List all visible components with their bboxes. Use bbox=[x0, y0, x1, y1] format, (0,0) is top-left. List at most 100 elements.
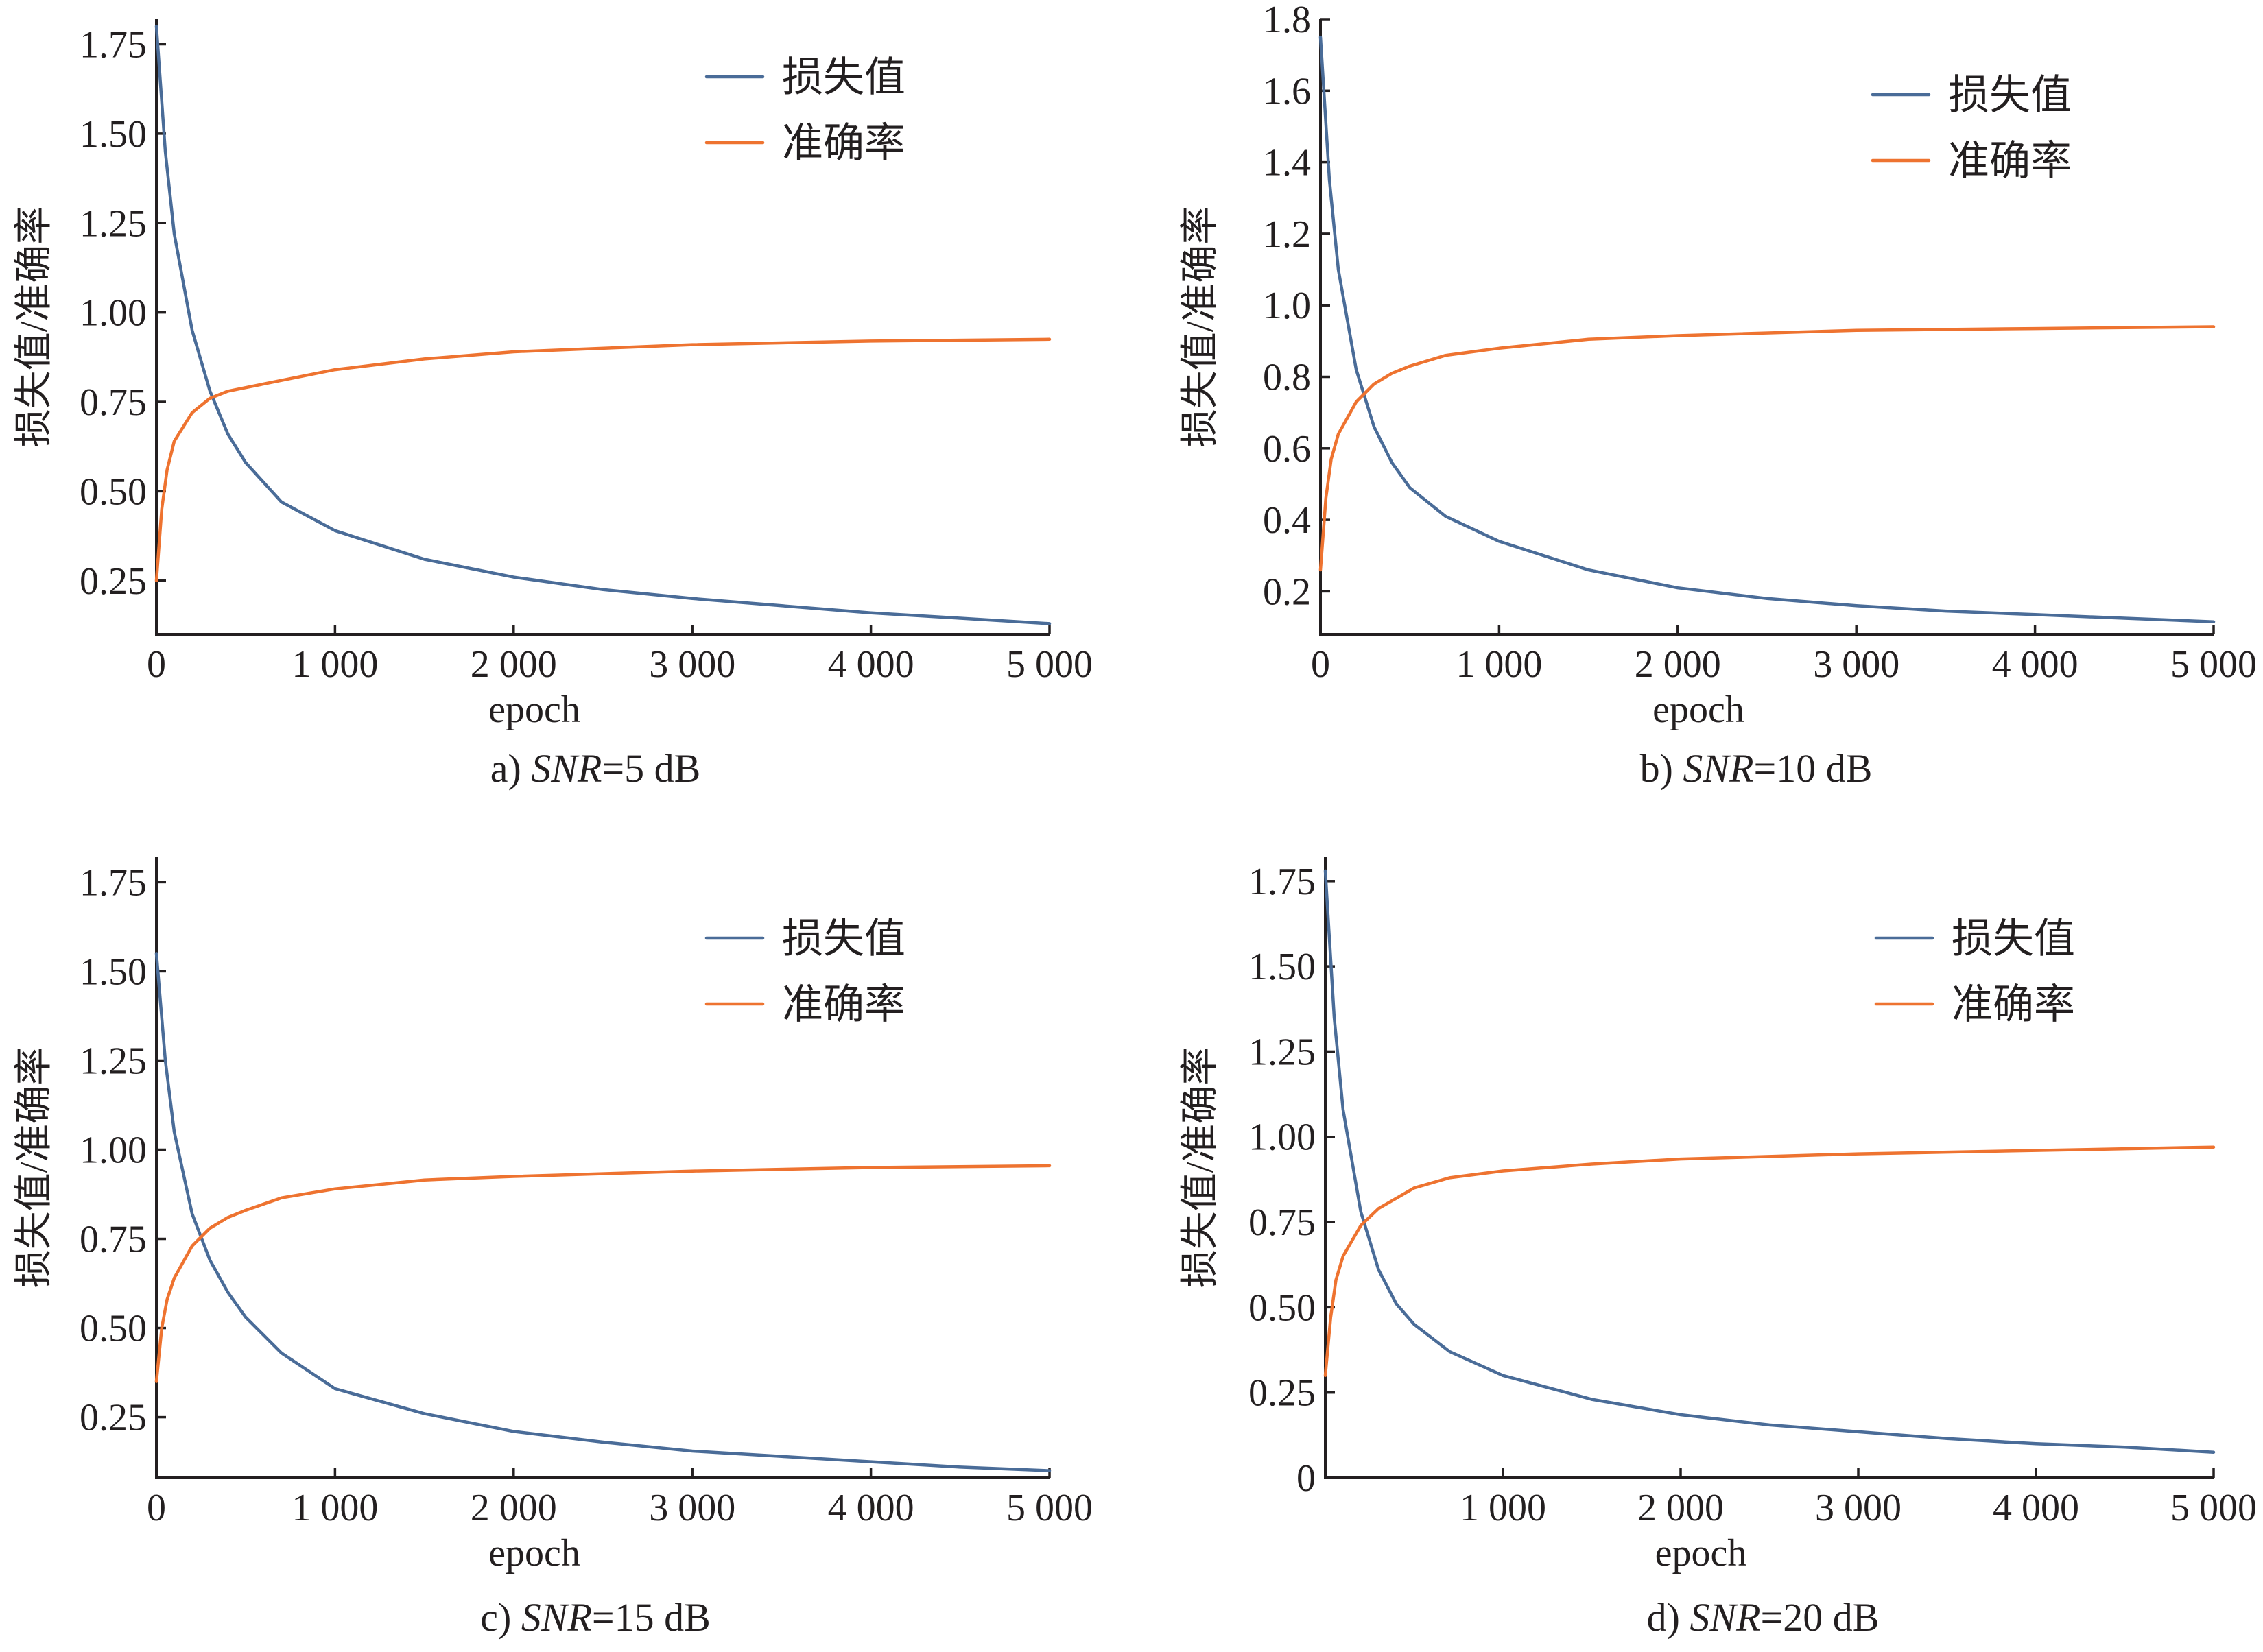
caption-prefix: d) bbox=[1647, 1595, 1690, 1640]
y-tick-label: 0.75 bbox=[80, 381, 147, 424]
loss-series-line bbox=[154, 25, 1052, 625]
y-axis-title: 损失值/准确率 bbox=[13, 1047, 56, 1289]
y-tick-label: 1.00 bbox=[80, 1129, 147, 1171]
caption-snr: SNR bbox=[1683, 746, 1753, 791]
legend-accuracy-label: 准确率 bbox=[1948, 139, 2072, 184]
chart-panel-b: 0.2 0.4 0.6 0.8 1.0 1.2 1.4 1.6 1.8 0 1 000 2 000 3 … bbox=[1179, 0, 2257, 791]
panel-caption: b) SNR=10 dB bbox=[1640, 746, 1873, 791]
legend-loss-label: 损失值 bbox=[782, 55, 905, 100]
loss-series-line bbox=[154, 952, 1052, 1472]
y-tick-label: 1.6 bbox=[1263, 70, 1311, 112]
legend-accuracy-label: 准确率 bbox=[1952, 982, 2075, 1027]
accuracy-series-line bbox=[154, 337, 1052, 583]
x-axis-title: epoch bbox=[488, 689, 580, 731]
caption-snr: SNR bbox=[521, 1595, 592, 1640]
chart-panel-d: 0 0.25 0.50 0.75 1.00 1.25 1.50 1.75 1 000 2 000 3… bbox=[1179, 857, 2257, 1640]
y-tick-label: 0.25 bbox=[80, 1397, 147, 1439]
y-tick-label: 0.50 bbox=[80, 1308, 147, 1350]
y-tick-label: 1.2 bbox=[1263, 213, 1311, 256]
y-tick-label: 0.2 bbox=[1263, 571, 1311, 613]
y-tick-label: 1.75 bbox=[1248, 861, 1316, 903]
caption-prefix: c) bbox=[480, 1595, 521, 1640]
x-tick-label: 4 000 bbox=[1993, 1487, 2079, 1529]
x-tick-label: 2 000 bbox=[1637, 1487, 1724, 1529]
accuracy-series-line bbox=[1323, 1145, 2216, 1378]
panel-caption: a) SNR=5 dB bbox=[490, 746, 701, 791]
y-tick-label: 1.25 bbox=[80, 1040, 147, 1082]
x-tick-label: 5 000 bbox=[2170, 643, 2257, 686]
x-tick-label: 1 000 bbox=[1456, 643, 1542, 686]
y-tick-label: 0.4 bbox=[1263, 499, 1311, 542]
y-tick-label: 1.50 bbox=[80, 950, 147, 993]
legend-loss-label: 损失值 bbox=[1952, 916, 2075, 961]
legend-loss-label: 损失值 bbox=[782, 916, 905, 961]
y-tick-label: 1.75 bbox=[80, 24, 147, 67]
loss-series-line bbox=[1323, 869, 2216, 1454]
caption-suffix: =10 dB bbox=[1754, 746, 1873, 791]
x-tick-label: 5 000 bbox=[2170, 1487, 2257, 1529]
y-tick-label: 0.75 bbox=[80, 1219, 147, 1261]
y-tick-label: 1.00 bbox=[1248, 1116, 1316, 1159]
x-tick-label: 1 000 bbox=[1460, 1487, 1546, 1529]
panel-caption: c) SNR=15 dB bbox=[480, 1595, 711, 1640]
chart-panel-a: 0.25 0.50 0.75 1.00 1.25 1.50 1.75 0 1 000 2 000 3… bbox=[13, 19, 1093, 791]
x-tick-label: 2 000 bbox=[1635, 643, 1721, 686]
y-tick-label: 0.8 bbox=[1263, 357, 1311, 399]
x-tick-label: 3 000 bbox=[1813, 643, 1899, 686]
x-tick-label: 0 bbox=[147, 1487, 166, 1529]
y-tick-label: 0.75 bbox=[1248, 1201, 1316, 1244]
y-axis-title: 损失值/准确率 bbox=[13, 206, 56, 448]
y-tick-label: 0.25 bbox=[1248, 1372, 1316, 1415]
y-tick-label: 0.50 bbox=[80, 470, 147, 513]
y-tick-label: 1.50 bbox=[80, 113, 147, 156]
x-tick-label: 0 bbox=[147, 643, 166, 686]
y-tick-label: 1.50 bbox=[1248, 946, 1316, 988]
caption-prefix: a) bbox=[490, 746, 532, 791]
caption-snr: SNR bbox=[1690, 1595, 1760, 1640]
accuracy-series-line bbox=[1318, 325, 2216, 572]
x-tick-label: 4 000 bbox=[828, 1487, 914, 1529]
axis-spines bbox=[155, 19, 1050, 636]
x-tick-label: 0 bbox=[1311, 643, 1330, 686]
y-tick-label: 1.4 bbox=[1263, 142, 1311, 184]
y-tick-label: 0 bbox=[1296, 1457, 1316, 1500]
panel-caption: d) SNR=20 dB bbox=[1647, 1595, 1880, 1640]
y-tick-label: 1.75 bbox=[80, 861, 147, 904]
y-tick-label: 0.6 bbox=[1263, 428, 1311, 470]
y-axis-title: 损失值/准确率 bbox=[1179, 206, 1222, 448]
loss-series-line bbox=[1318, 35, 2216, 623]
y-tick-label: 0.50 bbox=[1248, 1286, 1316, 1329]
y-tick-label: 1.00 bbox=[80, 292, 147, 335]
caption-suffix: =15 dB bbox=[592, 1595, 711, 1640]
axis-spines bbox=[1324, 857, 2214, 1479]
y-tick-label: 0.25 bbox=[80, 560, 147, 603]
legend-accuracy-label: 准确率 bbox=[782, 121, 905, 166]
x-tick-label: 2 000 bbox=[471, 1487, 557, 1529]
x-axis-title: epoch bbox=[1655, 1532, 1747, 1575]
accuracy-series-line bbox=[154, 1164, 1052, 1383]
x-tick-label: 3 000 bbox=[649, 643, 735, 686]
caption-prefix: b) bbox=[1640, 746, 1683, 791]
chart-panel-c: 0.25 0.50 0.75 1.00 1.25 1.50 1.75 0 1 000 2 000 3… bbox=[13, 857, 1093, 1640]
x-tick-label: 1 000 bbox=[292, 643, 378, 686]
y-tick-label: 1.0 bbox=[1263, 285, 1311, 327]
caption-suffix: =20 dB bbox=[1761, 1595, 1880, 1640]
y-tick-label: 1.8 bbox=[1263, 0, 1311, 41]
x-tick-label: 2 000 bbox=[471, 643, 557, 686]
x-tick-label: 4 000 bbox=[828, 643, 914, 686]
x-tick-label: 5 000 bbox=[1006, 1487, 1093, 1529]
x-tick-label: 3 000 bbox=[1815, 1487, 1901, 1529]
x-tick-label: 5 000 bbox=[1006, 643, 1093, 686]
legend-loss-label: 损失值 bbox=[1948, 73, 2072, 118]
caption-suffix: =5 dB bbox=[602, 746, 700, 791]
y-tick-label: 1.25 bbox=[1248, 1031, 1316, 1073]
x-tick-label: 1 000 bbox=[292, 1487, 378, 1529]
x-tick-label: 4 000 bbox=[1992, 643, 2078, 686]
caption-snr: SNR bbox=[531, 746, 602, 791]
x-tick-label: 3 000 bbox=[649, 1487, 735, 1529]
y-axis-title: 损失值/准确率 bbox=[1179, 1047, 1222, 1289]
x-axis-title: epoch bbox=[1652, 689, 1744, 731]
x-axis-title: epoch bbox=[488, 1532, 580, 1575]
y-tick-label: 1.25 bbox=[80, 202, 147, 245]
